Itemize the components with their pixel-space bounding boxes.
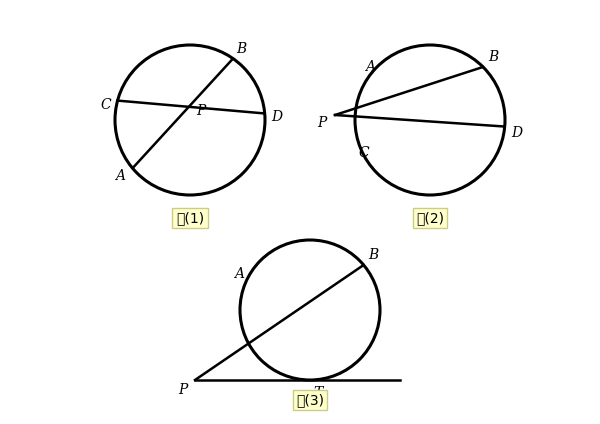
Text: C: C (100, 98, 111, 112)
Text: A: A (116, 169, 125, 183)
Text: D: D (511, 126, 522, 139)
Text: B: B (488, 50, 498, 64)
Text: B: B (236, 42, 246, 56)
Text: P: P (317, 116, 326, 130)
Text: P: P (196, 104, 205, 118)
Text: A: A (365, 59, 375, 73)
Text: P: P (178, 383, 188, 397)
Text: 図(2): 図(2) (416, 211, 444, 225)
Text: B: B (368, 248, 379, 262)
Text: 図(3): 図(3) (296, 393, 324, 407)
Text: D: D (271, 111, 282, 125)
Text: A: A (233, 267, 244, 281)
Text: 図(1): 図(1) (176, 211, 204, 225)
Text: C: C (358, 146, 369, 160)
Text: T: T (313, 386, 323, 400)
